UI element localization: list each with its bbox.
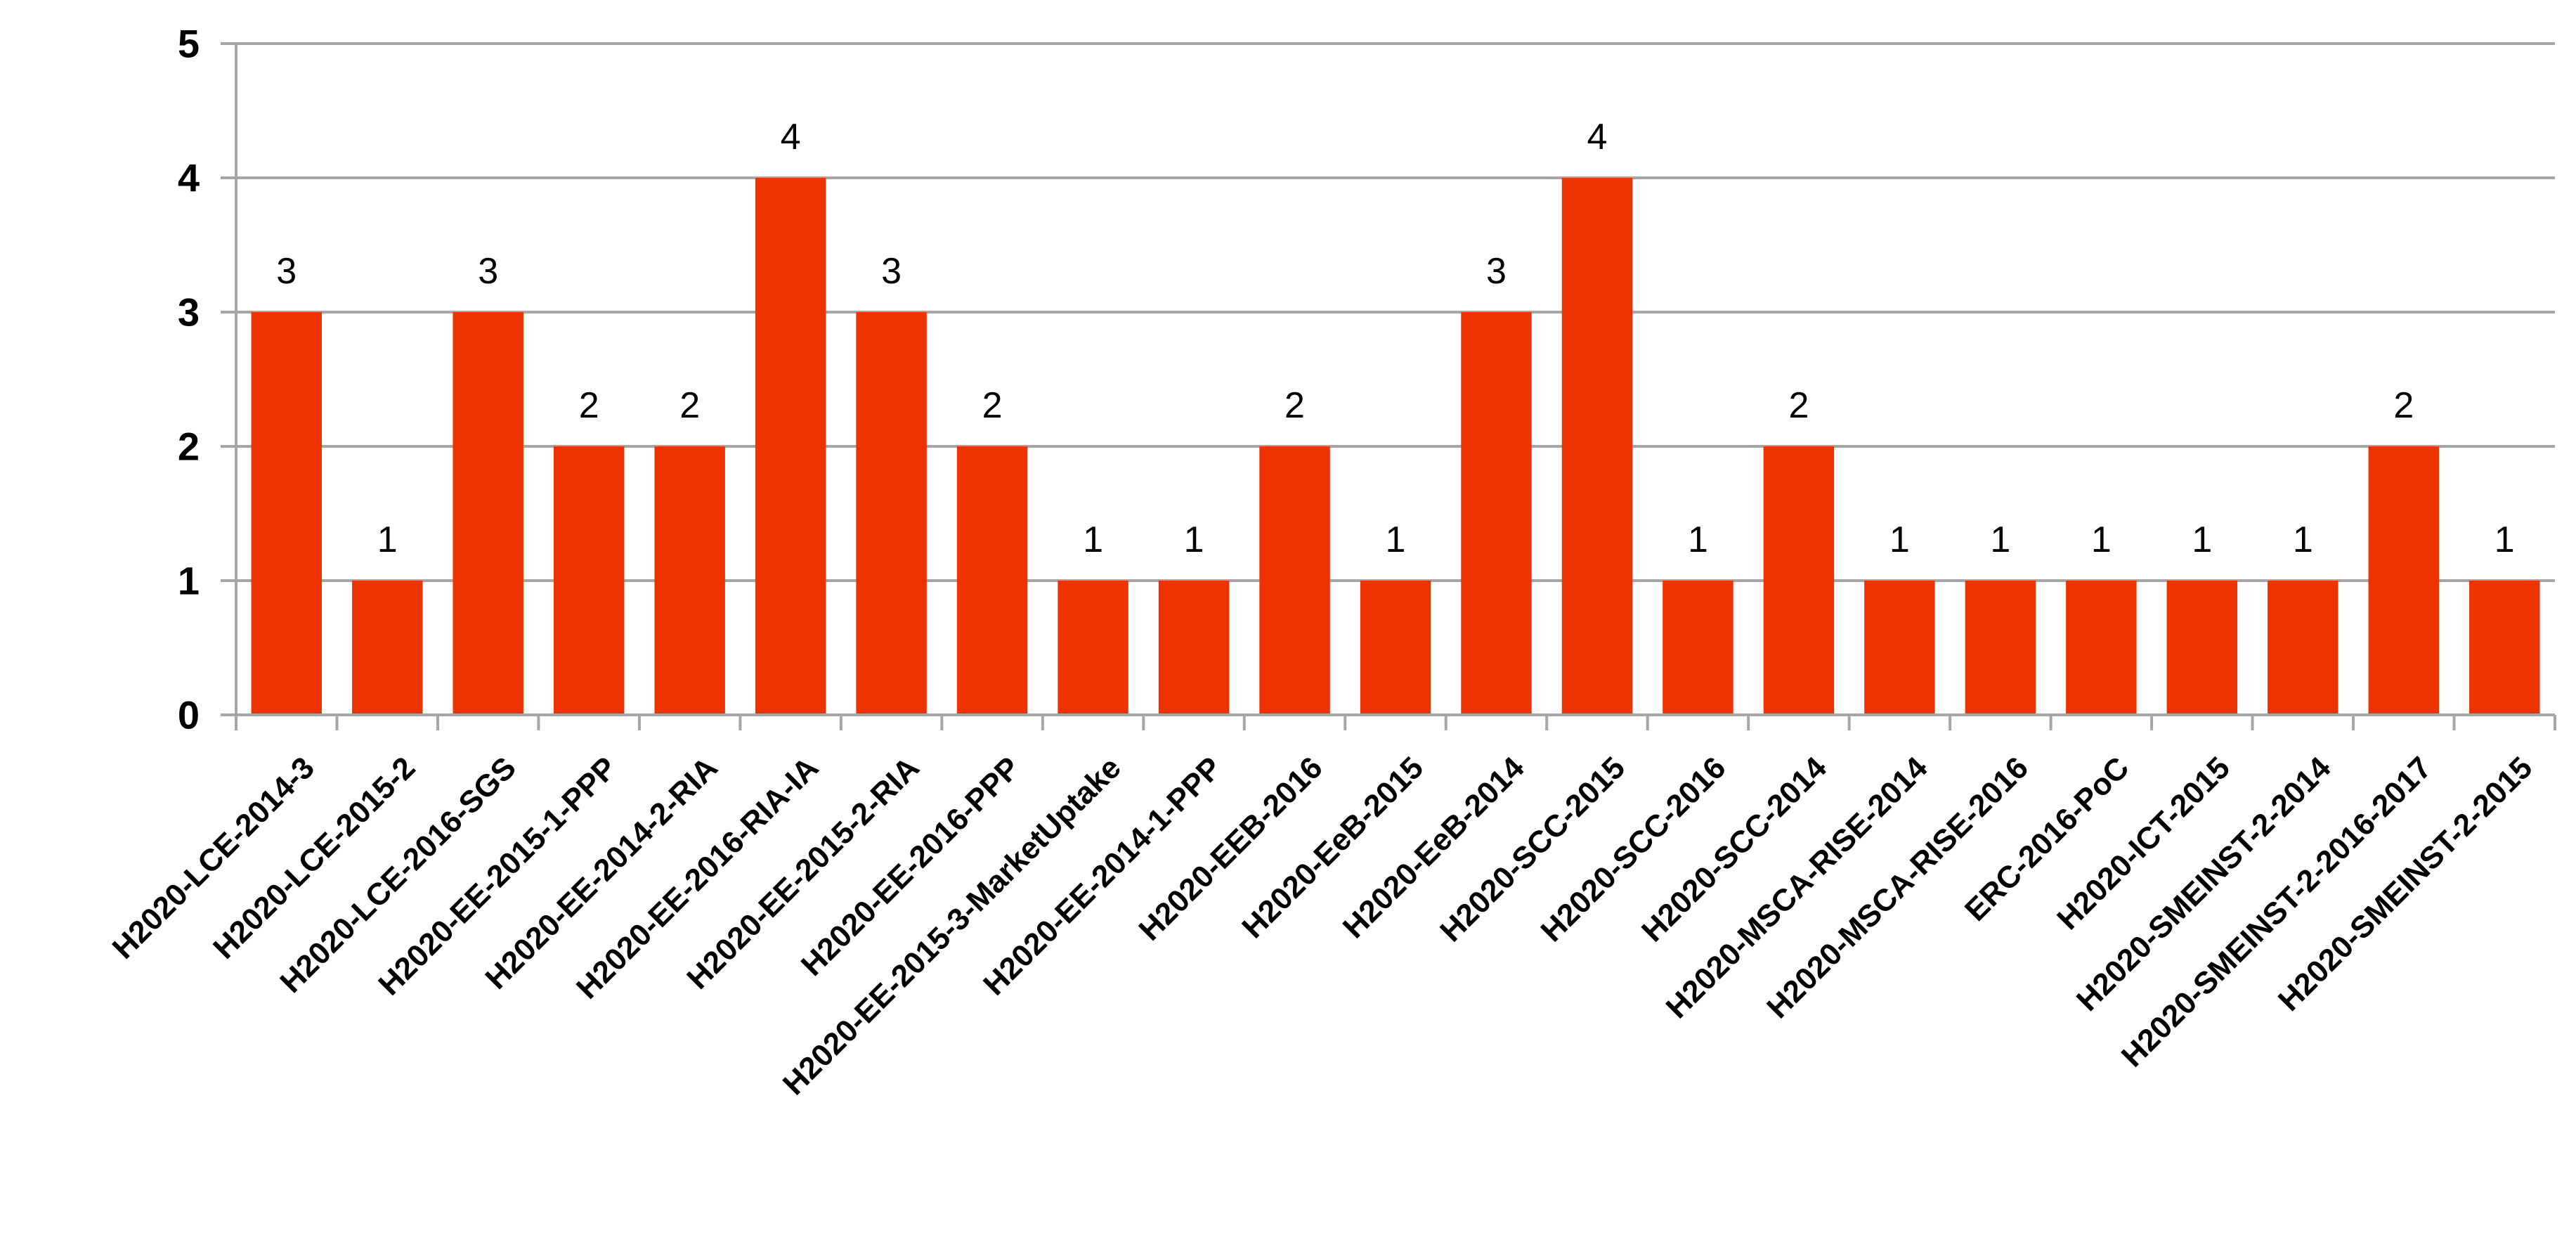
data-label: 2 xyxy=(1284,385,1305,426)
x-tick-label: H2020-LCE-2015-2 xyxy=(207,750,422,965)
bar xyxy=(251,312,322,715)
y-tick-label: 5 xyxy=(178,22,200,66)
bar xyxy=(2469,581,2540,715)
data-label: 2 xyxy=(1788,385,1809,426)
bars xyxy=(251,178,2540,715)
data-label: 1 xyxy=(2494,519,2515,560)
data-label: 1 xyxy=(1889,519,1910,560)
bar xyxy=(2066,581,2137,715)
data-label: 2 xyxy=(679,385,700,426)
data-label: 1 xyxy=(2192,519,2212,560)
x-tick-label: H2020-LCE-2014-3 xyxy=(106,750,321,965)
bar xyxy=(553,446,625,715)
bar xyxy=(352,581,423,715)
bar xyxy=(1763,446,1835,715)
data-label: 1 xyxy=(1990,519,2010,560)
data-label: 3 xyxy=(1486,251,1507,292)
data-labels: 3 1 3 2 2 4 3 2 1 1 2 1 3 4 1 2 1 1 1 1 1 2 1 xyxy=(276,117,2514,560)
bar xyxy=(1864,581,1935,715)
data-label: 1 xyxy=(1386,519,1406,560)
bar xyxy=(654,446,725,715)
data-label: 1 xyxy=(2293,519,2313,560)
bar xyxy=(1158,581,1230,715)
y-tick-labels: 0 1 2 3 4 5 xyxy=(178,22,200,737)
bar xyxy=(755,178,826,715)
data-label: 1 xyxy=(1184,519,1204,560)
bar xyxy=(1965,581,2036,715)
bar xyxy=(1360,581,1431,715)
y-tick-label: 2 xyxy=(178,425,200,469)
bar xyxy=(2368,446,2439,715)
x-tick-label: H2020-EeB-2015 xyxy=(1235,750,1430,945)
x-tick-labels: H2020-LCE-2014-3H2020-LCE-2015-2H2020-LC… xyxy=(106,750,2539,1102)
data-label: 1 xyxy=(1688,519,1708,560)
data-label: 2 xyxy=(2393,385,2414,426)
data-label: 3 xyxy=(276,251,297,292)
bar xyxy=(1561,178,1633,715)
bar xyxy=(1259,446,1330,715)
data-label: 1 xyxy=(2091,519,2112,560)
data-label: 4 xyxy=(1587,117,1607,157)
data-label: 2 xyxy=(579,385,599,426)
y-tick-label: 3 xyxy=(178,290,200,335)
bar xyxy=(1663,581,1733,715)
data-label: 1 xyxy=(377,519,398,560)
x-tick-label: H2020-SCC-2014 xyxy=(1635,750,1833,948)
bar xyxy=(453,312,523,715)
x-tick-label: H2020-SCC-2016 xyxy=(1535,750,1733,948)
data-label: 3 xyxy=(881,251,902,292)
bar xyxy=(956,446,1028,715)
y-tick-label: 4 xyxy=(178,156,200,200)
y-tick-label: 1 xyxy=(178,559,200,603)
bar xyxy=(1461,312,1532,715)
bar xyxy=(2166,581,2238,715)
x-tick-label: H2020-EeB-2014 xyxy=(1336,750,1531,945)
x-tick-label: H2020-EEB-2016 xyxy=(1132,750,1329,947)
x-tick-label: H2020-ICT-2015 xyxy=(2050,750,2237,936)
bar xyxy=(1058,581,1128,715)
data-label: 2 xyxy=(982,385,1003,426)
x-tick-label: H2020-SCC-2015 xyxy=(1433,750,1632,948)
axes xyxy=(221,42,2556,730)
bar xyxy=(856,312,927,715)
y-tick-label: 0 xyxy=(178,693,200,737)
data-label: 3 xyxy=(478,251,498,292)
data-label: 4 xyxy=(781,117,801,157)
data-label: 1 xyxy=(1083,519,1103,560)
bar xyxy=(2268,581,2338,715)
